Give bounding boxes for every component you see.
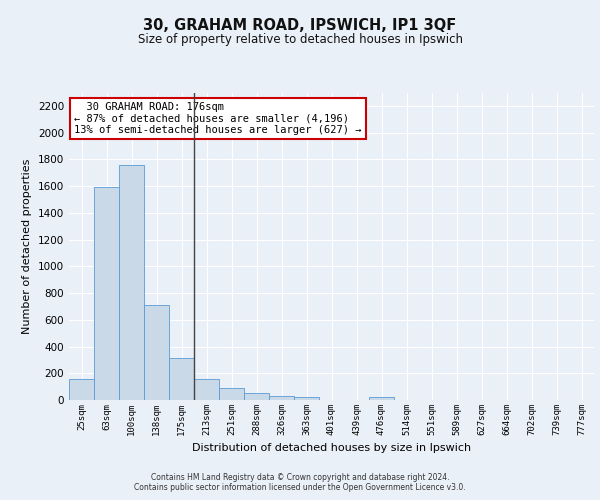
Bar xyxy=(294,396,319,400)
Y-axis label: Number of detached properties: Number of detached properties xyxy=(22,158,32,334)
Bar xyxy=(194,378,219,400)
Bar xyxy=(144,305,169,400)
X-axis label: Distribution of detached houses by size in Ipswich: Distribution of detached houses by size … xyxy=(192,444,471,454)
Text: Size of property relative to detached houses in Ipswich: Size of property relative to detached ho… xyxy=(137,32,463,46)
Bar xyxy=(119,164,144,400)
Text: Contains HM Land Registry data © Crown copyright and database right 2024.
Contai: Contains HM Land Registry data © Crown c… xyxy=(134,473,466,492)
Bar xyxy=(369,398,394,400)
Bar xyxy=(94,188,119,400)
Bar xyxy=(69,378,94,400)
Bar xyxy=(219,388,244,400)
Text: 30 GRAHAM ROAD: 176sqm
← 87% of detached houses are smaller (4,196)
13% of semi-: 30 GRAHAM ROAD: 176sqm ← 87% of detached… xyxy=(74,102,362,135)
Bar xyxy=(269,396,294,400)
Text: 30, GRAHAM ROAD, IPSWICH, IP1 3QF: 30, GRAHAM ROAD, IPSWICH, IP1 3QF xyxy=(143,18,457,32)
Bar xyxy=(244,392,269,400)
Bar xyxy=(169,358,194,400)
